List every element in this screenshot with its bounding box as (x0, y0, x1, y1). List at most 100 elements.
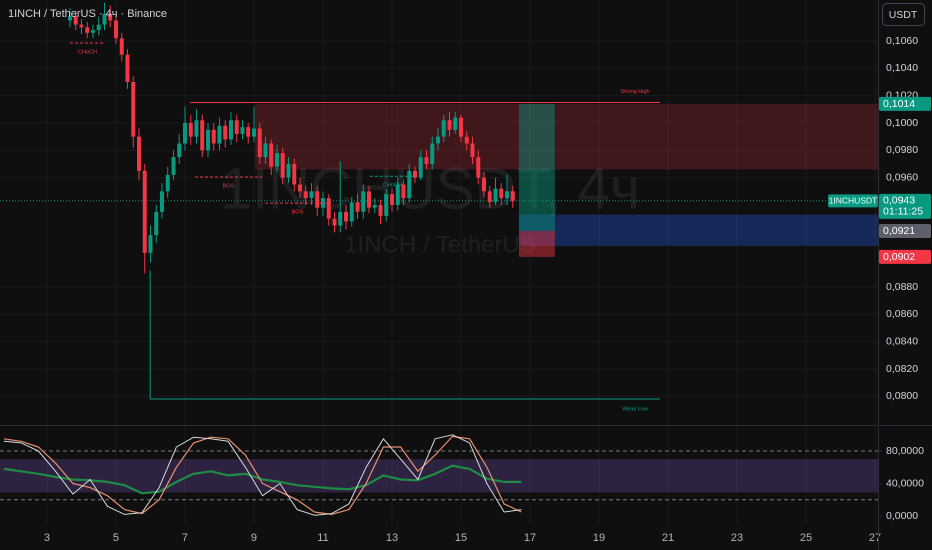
last-price-box (879, 193, 931, 219)
candle-body (90, 30, 95, 33)
candle-body (182, 122, 187, 144)
candle-body (177, 143, 182, 158)
x-tick-label: 3 (44, 532, 50, 544)
candle-body (453, 117, 458, 130)
candle-body (73, 16, 78, 25)
candle-body (499, 188, 504, 199)
candle-body (68, 16, 73, 21)
y-tick-label: 0,0840 (886, 335, 918, 347)
oscillator-tick-label: 80,0000 (886, 445, 924, 457)
y-tick-label: 0,0880 (886, 281, 918, 293)
x-tick-label: 7 (182, 532, 188, 544)
candle-body (165, 174, 170, 192)
structure-label: BOS (292, 210, 304, 216)
x-tick-label: 23 (731, 532, 743, 544)
y-tick-label: 0,0980 (886, 144, 918, 156)
candle-body (458, 117, 463, 137)
structure-label: CHoCH (383, 183, 402, 189)
x-tick-label: 5 (113, 532, 119, 544)
symbol-label: 1INCHUSDT (829, 196, 878, 206)
currency-button[interactable] (882, 3, 925, 26)
candle-body (154, 211, 159, 236)
countdown-timer: 01:11:25 (883, 206, 923, 218)
candle-body (378, 204, 383, 216)
candle-body (476, 157, 481, 178)
candle-body (246, 127, 251, 137)
candle-body (113, 20, 118, 39)
candle-body (470, 143, 475, 158)
candle-body (435, 136, 440, 144)
zone (518, 103, 555, 231)
candle-body (200, 120, 205, 151)
candle-body (510, 191, 515, 201)
candle-body (464, 136, 469, 144)
price-label-box (879, 249, 931, 264)
candle-body (493, 188, 498, 203)
y-tick-label: 0,0800 (886, 390, 918, 402)
candle-body (315, 191, 320, 208)
candle-body (487, 191, 492, 203)
oscillator-tick-label: 0,0000 (886, 510, 918, 522)
price-label: 0,0902 (883, 251, 915, 263)
candle-body (286, 163, 291, 178)
x-tick-label: 19 (593, 532, 605, 544)
candle-body (482, 177, 487, 192)
candle-body (407, 170, 412, 199)
candle-body (326, 198, 331, 219)
last-price-label: 0,0943 (883, 195, 915, 207)
candle-body (257, 128, 262, 158)
candle-body (125, 54, 130, 82)
candle-body (228, 120, 233, 140)
x-tick-label: 17 (524, 532, 536, 544)
candle-body (206, 129, 211, 151)
y-tick-label: 0,1060 (886, 35, 918, 47)
symbol-header: 1INCH / TetherUS · 4ч · Binance (8, 8, 167, 20)
candle-body (280, 153, 285, 178)
currency-label[interactable]: USDT (889, 9, 918, 21)
y-tick-label: 0,1000 (886, 117, 918, 129)
candle-body (188, 122, 193, 137)
candle-body (131, 81, 136, 137)
structure-label: CHoCH (78, 49, 97, 55)
candle-body (372, 204, 377, 208)
x-tick-label: 25 (800, 532, 812, 544)
candle-body (159, 191, 164, 212)
price-label-box (879, 223, 931, 238)
candle-body (171, 157, 176, 175)
candle-body (85, 27, 90, 33)
zone (518, 214, 878, 246)
candle-body (79, 24, 84, 28)
candle-body (137, 136, 142, 171)
candle-body (102, 13, 107, 25)
candle-body (424, 157, 429, 164)
y-tick-label: 0,0820 (886, 363, 918, 375)
candle-body (96, 24, 101, 31)
structure-label: BOS (223, 183, 235, 189)
oscillator-line (3, 435, 522, 515)
zone (255, 103, 879, 170)
candle-body (234, 120, 239, 134)
candle-body (148, 235, 153, 253)
price-label: 0,1014 (883, 98, 915, 110)
candle-body (303, 191, 308, 199)
candle-body (217, 125, 222, 144)
candle-body (309, 191, 314, 199)
candle-body (361, 191, 366, 212)
candle-body (275, 153, 280, 167)
structure-label: Weak Low (622, 406, 648, 412)
price-label-box (879, 96, 931, 111)
candle-body (413, 170, 418, 178)
candle-body (297, 184, 302, 192)
x-tick-label: 27 (869, 532, 881, 544)
x-tick-label: 9 (251, 532, 257, 544)
candle-body (142, 170, 147, 253)
candle-body (384, 194, 389, 216)
oscillator-tick-label: 40,0000 (886, 477, 924, 489)
oscillator-band (0, 459, 878, 493)
x-tick-label: 11 (317, 532, 328, 544)
candle-body (119, 38, 124, 55)
symbol-label-box (828, 194, 878, 208)
